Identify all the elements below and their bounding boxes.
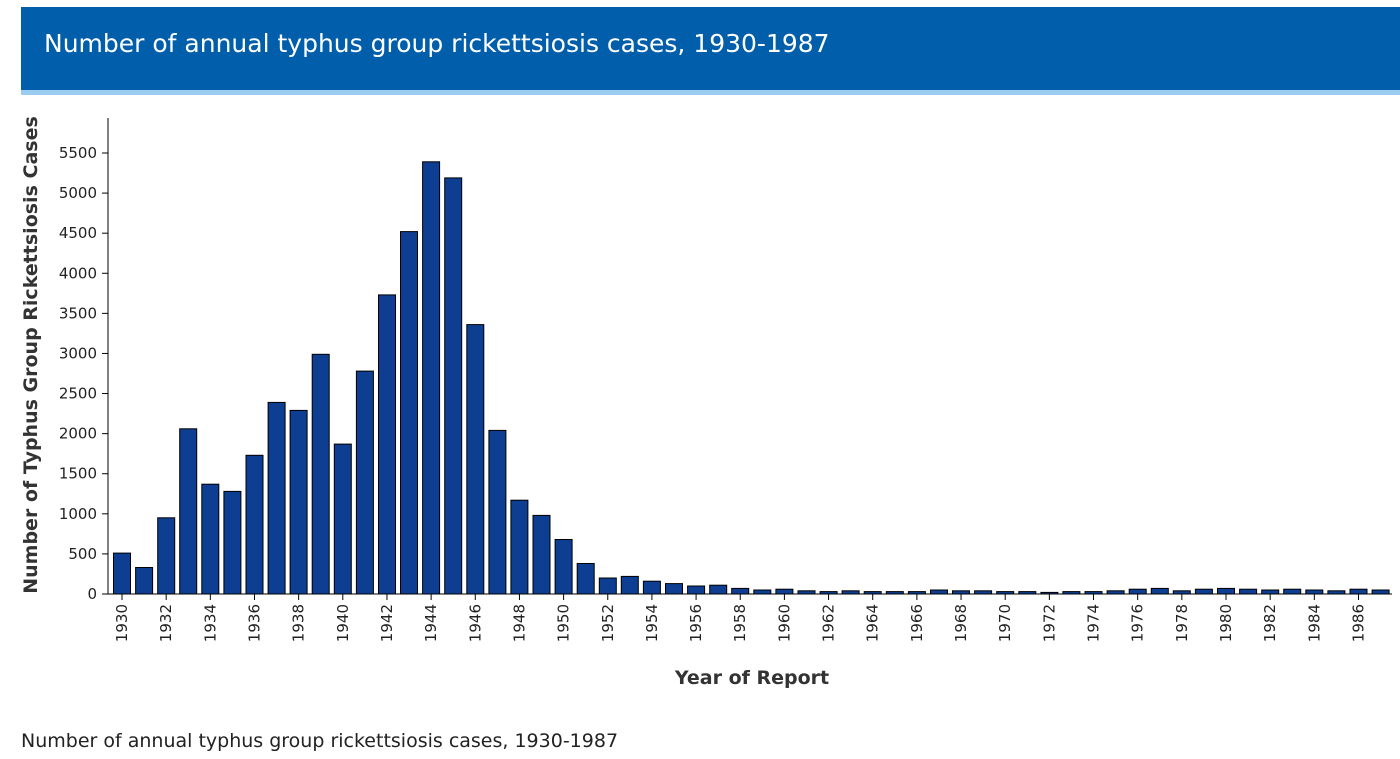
bar-1942 [378, 294, 396, 595]
x-tick-label: 1938 [290, 604, 308, 642]
bar-1986 [1349, 588, 1368, 595]
bar-1956 [687, 585, 706, 595]
y-tick-label: 1000 [59, 505, 97, 523]
x-tick-label: 1956 [687, 604, 705, 642]
bar-1937 [267, 401, 286, 595]
x-axis-title: Year of Report [674, 667, 829, 689]
x-tick-label: 1930 [113, 604, 131, 642]
bar-1959 [753, 589, 772, 595]
x-tick-label: 1986 [1349, 604, 1367, 642]
chart-header: Number of annual typhus group rickettsio… [21, 7, 1400, 95]
x-tick-label: 1978 [1173, 604, 1191, 642]
bar-1946 [466, 324, 485, 595]
bar-1952 [598, 577, 617, 595]
bar-1930 [113, 552, 131, 595]
bar-1987 [1371, 589, 1390, 595]
x-tick-label: 1946 [466, 604, 484, 642]
y-tick-label: 500 [68, 545, 97, 563]
bar-1941 [355, 370, 374, 595]
x-tick-label: 1952 [599, 604, 617, 642]
x-tick-label: 1940 [334, 604, 352, 642]
bar-1949 [532, 514, 551, 595]
x-tick-label: 1980 [1217, 604, 1235, 642]
bar-1953 [620, 575, 639, 595]
x-tick-label: 1950 [555, 604, 573, 642]
x-tick-label: 1984 [1305, 604, 1323, 642]
x-tick-label: 1964 [864, 604, 882, 642]
bar-1938 [289, 409, 308, 595]
y-axis-title: Number of Typhus Group Rickettsiosis Cas… [20, 116, 42, 594]
bar-1935 [223, 490, 242, 595]
y-tick-label: 5500 [59, 144, 97, 162]
bar-1944 [422, 161, 441, 595]
x-tick-label: 1962 [820, 604, 838, 642]
y-tick-label: 4500 [59, 224, 97, 242]
bar-chart: 0 500 1000 1500 2000 2500 3000 3500 4000 4500 5000… [20, 116, 1392, 689]
y-tick-label: 0 [87, 585, 97, 603]
bar-1955 [665, 583, 683, 595]
y-tick-label: 3000 [59, 344, 97, 362]
bar-1954 [642, 580, 661, 595]
bar-1982 [1261, 589, 1280, 595]
x-tick-label: 1966 [908, 604, 926, 642]
x-tick-label: 1960 [775, 604, 793, 642]
x-tick-label: 1974 [1085, 604, 1103, 642]
y-axis-ticks: 0 500 1000 1500 2000 2500 3000 3500 4000 4500 5000… [59, 144, 108, 603]
x-tick-label: 1936 [245, 604, 263, 642]
x-tick-label: 1972 [1040, 604, 1058, 642]
y-tick-label: 4000 [59, 264, 97, 282]
y-tick-label: 2500 [59, 385, 97, 403]
x-tick-label: 1954 [643, 604, 661, 642]
bar-1936 [245, 454, 264, 595]
bar-1984 [1305, 589, 1324, 595]
x-tick-label: 1970 [996, 604, 1014, 642]
bar-1958 [731, 587, 750, 595]
x-tick-label: 1968 [952, 604, 970, 642]
x-tick-label: 1934 [201, 604, 219, 642]
bar-1950 [554, 539, 573, 595]
figure-caption: Number of annual typhus group rickettsio… [21, 730, 619, 752]
x-tick-label: 1976 [1129, 604, 1147, 642]
bar-1934 [201, 483, 220, 595]
x-tick-label: 1942 [378, 604, 396, 642]
bar-1943 [400, 231, 418, 595]
bar-1960 [775, 588, 794, 595]
bar-1981 [1239, 588, 1258, 595]
y-tick-label: 5000 [59, 184, 97, 202]
bar-1957 [709, 584, 728, 595]
bar-1951 [576, 563, 595, 595]
bar-1967 [930, 589, 948, 595]
bars [113, 161, 1390, 595]
y-tick-label: 1500 [59, 465, 97, 483]
bar-1980 [1217, 587, 1235, 595]
bar-1948 [510, 499, 529, 595]
bar-1979 [1194, 588, 1213, 595]
bar-1976 [1128, 588, 1147, 595]
bar-1945 [444, 177, 463, 595]
bar-1939 [311, 353, 330, 595]
y-tick-label: 3500 [59, 304, 97, 322]
bar-1940 [333, 443, 352, 595]
chart-title: Number of annual typhus group rickettsio… [44, 29, 830, 58]
x-tick-label: 1948 [510, 604, 528, 642]
x-tick-label: 1944 [422, 604, 440, 642]
bar-1983 [1283, 588, 1302, 595]
x-axis-ticks: 1930 1932 1934 1936 1938 1940 1942 1944 1946 1948… [113, 594, 1367, 642]
x-tick-label: 1932 [157, 604, 175, 642]
bar-1931 [135, 567, 154, 595]
x-tick-label: 1982 [1261, 604, 1279, 642]
bar-1932 [157, 517, 176, 595]
bar-1933 [179, 428, 198, 595]
y-tick-label: 2000 [59, 425, 97, 443]
x-tick-label: 1958 [731, 604, 749, 642]
bar-1977 [1150, 587, 1169, 595]
bar-1947 [488, 429, 507, 595]
